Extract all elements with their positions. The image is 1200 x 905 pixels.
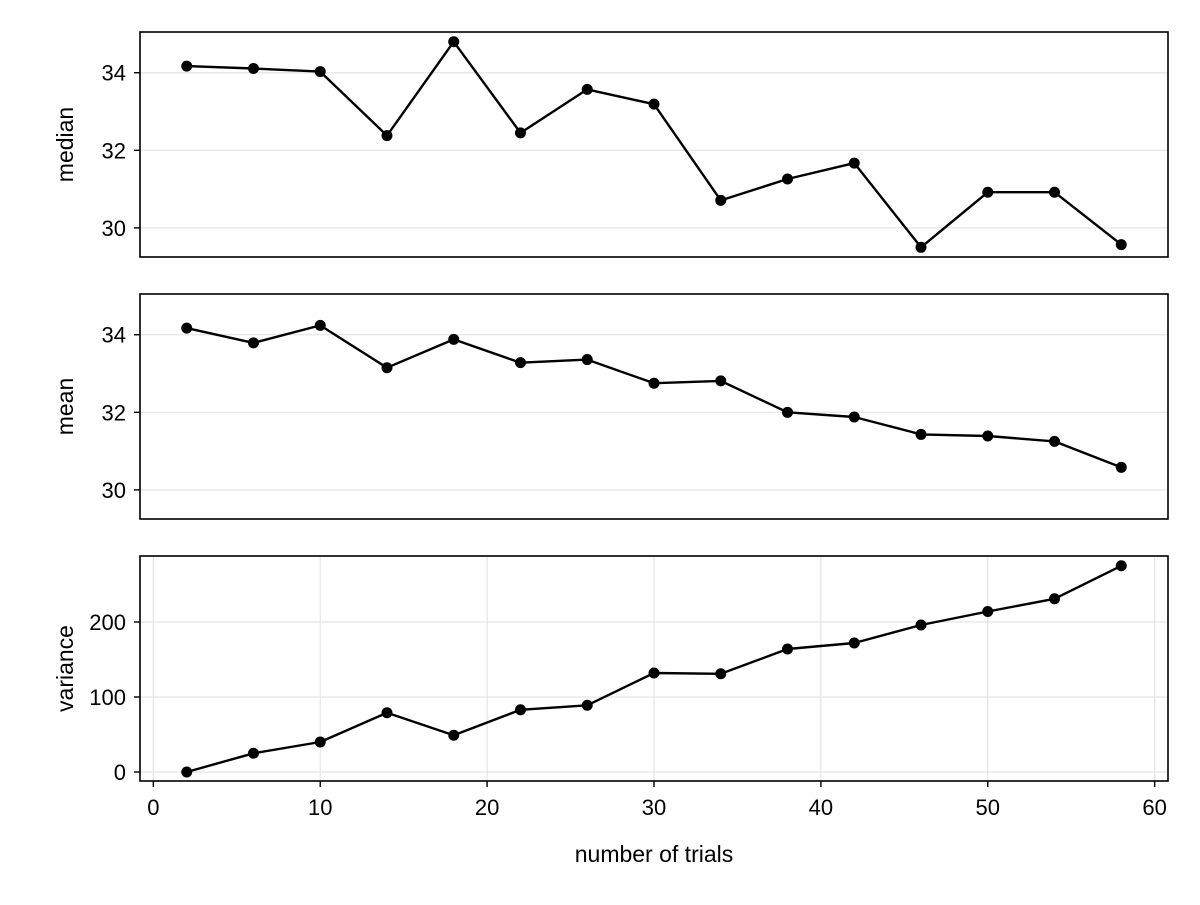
panel-mean: 30 32 34 mean xyxy=(52,293,1169,520)
series-line xyxy=(186,324,1122,469)
panel-variance: 0 100 200 variance 0 10 20 30 40 50 60 number of tr… xyxy=(52,555,1169,867)
data-point xyxy=(648,377,660,389)
data-point xyxy=(448,333,460,345)
data-point xyxy=(314,66,326,78)
x-tick-label: 0 xyxy=(147,795,159,820)
y-tick-label: 34 xyxy=(102,61,126,86)
x-tick-label: 50 xyxy=(976,795,1000,820)
data-point xyxy=(1049,435,1061,447)
data-point xyxy=(1115,560,1127,572)
data-point xyxy=(181,60,193,72)
data-point xyxy=(915,619,927,631)
y-tick-label: 30 xyxy=(102,216,126,241)
data-point xyxy=(782,173,794,185)
data-point xyxy=(247,337,259,349)
data-point xyxy=(715,194,727,206)
data-point xyxy=(982,430,994,442)
data-point xyxy=(448,729,460,741)
data-point xyxy=(381,130,393,142)
y-tick-label: 30 xyxy=(102,478,126,503)
data-point xyxy=(581,354,593,366)
data-point xyxy=(581,83,593,95)
data-point xyxy=(381,707,393,719)
data-point xyxy=(715,375,727,387)
data-point xyxy=(247,62,259,74)
data-point xyxy=(648,98,660,110)
data-point xyxy=(247,747,259,759)
data-point xyxy=(1115,239,1127,251)
data-point xyxy=(982,606,994,617)
x-tick-label: 10 xyxy=(308,795,332,820)
data-point xyxy=(782,643,794,655)
x-tick-label: 30 xyxy=(642,795,666,820)
data-point xyxy=(848,157,860,169)
data-point xyxy=(848,411,860,423)
x-tick-label: 60 xyxy=(1142,795,1166,820)
panel-median: 30 32 34 median xyxy=(52,31,1169,258)
panel-frame xyxy=(139,293,1169,520)
data-point xyxy=(581,699,593,711)
y-axis-label: mean xyxy=(52,378,78,436)
data-point xyxy=(181,766,193,778)
y-tick-label: 200 xyxy=(89,610,126,635)
panel-frame xyxy=(139,31,1169,258)
data-point xyxy=(982,186,994,198)
y-tick-label: 34 xyxy=(102,323,126,348)
data-point xyxy=(1049,593,1061,605)
data-point xyxy=(514,357,526,369)
data-point xyxy=(915,428,927,440)
y-tick-label: 32 xyxy=(102,400,126,425)
data-point xyxy=(514,704,526,716)
data-point xyxy=(314,319,326,331)
data-point xyxy=(181,322,193,334)
data-point xyxy=(848,637,860,649)
x-tick-label: 20 xyxy=(475,795,499,820)
data-point xyxy=(448,36,460,48)
y-axis-label: median xyxy=(52,107,78,182)
data-point xyxy=(715,668,727,680)
data-point xyxy=(648,667,660,679)
x-tick-label: 40 xyxy=(809,795,833,820)
y-tick-label: 0 xyxy=(114,760,126,785)
data-point xyxy=(915,241,927,253)
data-point xyxy=(1049,186,1061,198)
y-tick-label: 32 xyxy=(102,138,126,163)
data-point xyxy=(514,127,526,139)
y-tick-label: 100 xyxy=(89,685,126,710)
x-axis-label: number of trials xyxy=(575,841,734,867)
data-point xyxy=(1115,461,1127,473)
data-point xyxy=(314,736,326,748)
y-axis-label: variance xyxy=(52,625,78,712)
data-point xyxy=(381,362,393,374)
data-point xyxy=(782,406,794,418)
